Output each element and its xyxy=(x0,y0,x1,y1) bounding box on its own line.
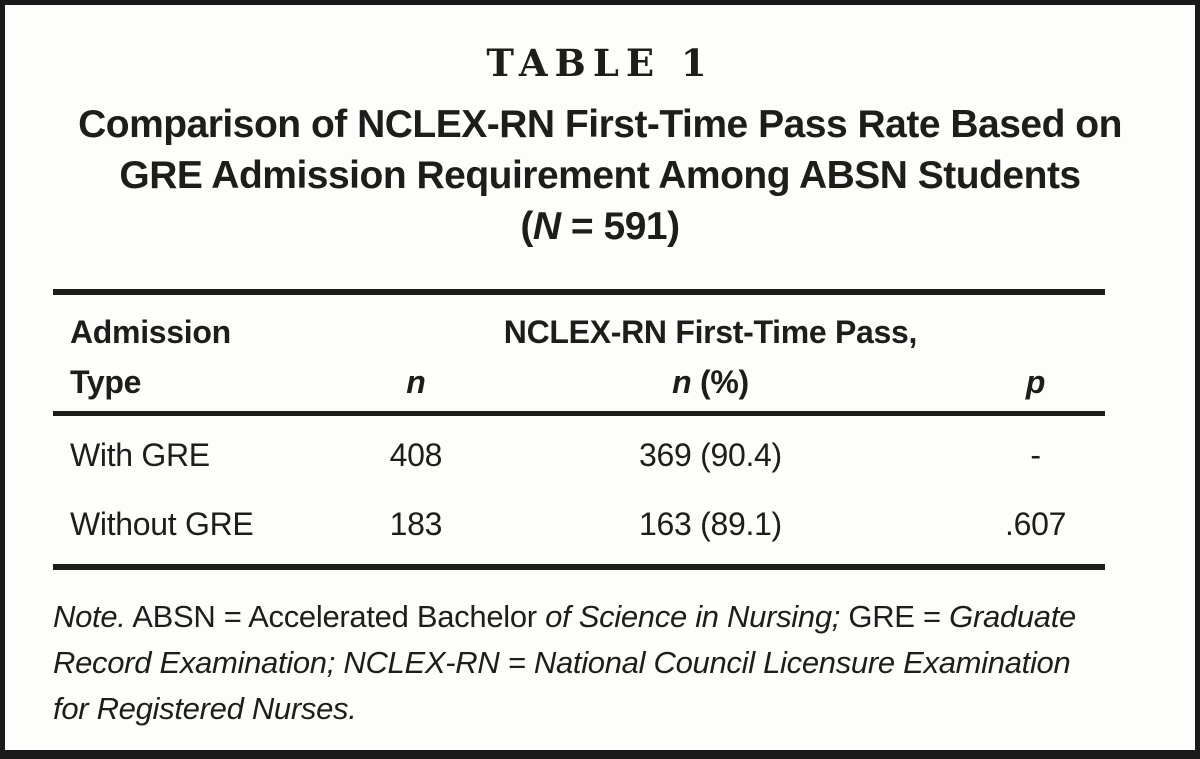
table-title-line-2: GRE Admission Requirement Among ABSN Stu… xyxy=(119,154,1081,197)
header-admission-line-2: Type xyxy=(70,364,142,400)
header-pass-span-label: NCLEX-RN First-Time Pass, xyxy=(503,314,918,350)
table-title-line-1: Comparison of NCLEX-RN First-Time Pass R… xyxy=(78,103,1122,146)
header-n-column: n xyxy=(406,364,426,400)
note-label: Note. xyxy=(53,599,126,634)
note-gre-abbrev: GRE = xyxy=(848,599,950,634)
table-number-label: TABLE 1 xyxy=(486,41,714,85)
header-admission-line-1: Admission xyxy=(70,314,231,350)
sample-size-line: (N = 591) xyxy=(5,201,1195,252)
sample-size-open-paren: ( xyxy=(520,205,533,248)
table-title: Comparison of NCLEX-RN First-Time Pass R… xyxy=(5,99,1195,252)
row-n-value: 408 xyxy=(389,437,443,473)
sample-size-value: = 591) xyxy=(560,205,680,248)
table-row-without-gre: Without GRE 183 163 (89.1) .607 xyxy=(53,490,1105,559)
table-body: With GRE 408 369 (90.4) - Without GRE 18… xyxy=(53,416,1105,570)
note-gre-nclex-expansion: Graduate Record Examination; NCLEX-RN = … xyxy=(53,599,1076,726)
row-p-value: .607 xyxy=(1005,506,1067,542)
table-header: Admission NCLEX-RN First-Time Pass, Type… xyxy=(53,289,1105,416)
row-pass-value: 163 (89.1) xyxy=(639,506,782,542)
row-p-value: - xyxy=(1030,437,1041,473)
table-note: Note. ABSN = Accelerated Bachelor of Sci… xyxy=(53,594,1083,732)
table-header-row-2: Type n n (%) p xyxy=(53,357,1105,407)
sample-size-n-symbol: N xyxy=(532,205,561,248)
header-pass-n-symbol: n xyxy=(672,364,692,400)
table-header-row-1: Admission NCLEX-RN First-Time Pass, xyxy=(53,307,1105,357)
table-title-line-2-wrap: GRE Admission Requirement Among ABSN Stu… xyxy=(5,150,1195,201)
statistics-table: Admission NCLEX-RN First-Time Pass, Type… xyxy=(53,289,1105,570)
header-pass-n-pct: n (%) xyxy=(495,357,926,407)
row-admission-type: With GRE xyxy=(70,437,210,473)
row-n-value: 183 xyxy=(389,506,443,542)
note-absn-expansion: of Science in Nursing; xyxy=(545,599,849,634)
row-pass-value: 369 (90.4) xyxy=(639,437,782,473)
header-p-column: p xyxy=(1025,364,1046,400)
note-absn-definition: ABSN = Accelerated Bachelor xyxy=(125,599,546,634)
header-pass-pct-label: (%) xyxy=(691,364,749,400)
row-admission-type: Without GRE xyxy=(70,506,254,542)
table-row-with-gre: With GRE 408 369 (90.4) - xyxy=(53,421,1105,490)
